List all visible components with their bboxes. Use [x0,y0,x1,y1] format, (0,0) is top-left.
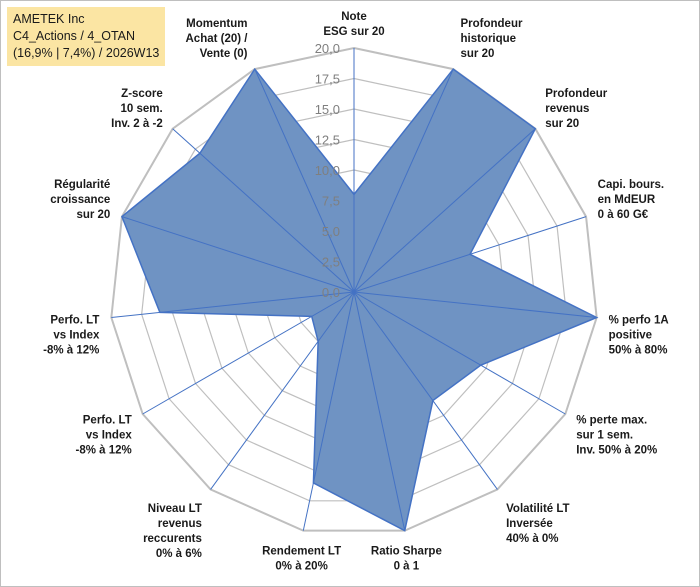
tick-label-3: 7,5 [322,194,340,209]
axis-label-5-line-0: % perte max. [576,414,647,426]
spoke-1 [353,68,454,293]
axis-label-4-line-0: % perfo 1A [609,315,669,327]
spoke-13 [172,128,355,293]
axis-label-6-line-2: 40% à 0% [506,533,558,545]
axis-label-9-line-2: reccurents [143,533,202,545]
axis-label-11-line-2: -8% à 12% [43,345,99,357]
title-line-company: AMETEK Inc [13,12,85,26]
axis-label-9-line-3: 0% à 6% [156,548,202,560]
tick-label-1: 2,5 [322,255,340,270]
axis-label-0-line-0: Note [341,11,367,23]
axis-label-13-line-0: Z-score [121,88,163,100]
axis-label-1-line-2: sur 20 [460,48,494,60]
tick-label-2: 5,0 [322,224,340,239]
spoke-5 [353,291,566,415]
axis-label-2-line-1: revenus [545,103,589,115]
axis-label-7-line-0: Ratio Sharpe [371,545,442,557]
axis-label-9-line-0: Niveau LT [148,503,202,515]
axis-label-10-line-0: Perfo. LT [83,414,132,426]
tick-label-4: 10,0 [315,163,340,178]
radar-spokes [111,48,597,531]
spoke-8 [302,291,355,531]
axis-label-13-line-1: 10 sem. [121,103,163,115]
axis-label-8-line-0: Rendement LT [262,545,341,557]
axis-label-2-line-0: Profondeur [545,88,607,100]
axis-label-3: Capi. bours. en MdEUR 0 à 60 G€ [598,179,664,221]
tick-label-5: 12,5 [315,133,340,148]
axis-label-5-line-1: sur 1 sem. [576,429,633,441]
axis-label-3-line-2: 0 à 60 G€ [598,209,649,221]
axis-label-14-line-1: Achat (20) / [186,33,249,45]
axis-label-10-line-2: -8% à 12% [75,444,131,456]
axis-label-0: Note ESG sur 20 [323,11,384,38]
axis-label-1-line-0: Profondeur [460,18,522,30]
axis-label-1: Profondeur historique sur 20 [460,18,522,60]
axis-label-5-line-2: Inv. 50% à 20% [576,444,657,456]
spoke-14 [254,68,355,293]
axis-label-6: Volatilité LT Inversée 40% à 0% [506,503,569,545]
axis-label-7-line-1: 0 à 1 [394,560,420,572]
title-line-category: C4_Actions / 4_OTAN [13,29,136,43]
axis-label-14: Momentum Achat (20) / Vente (0) [186,18,249,60]
tick-label-0: 0,0 [322,285,340,300]
axis-label-13-line-2: Inv. 2 à -2 [111,118,163,130]
axis-label-4: % perfo 1A positive 50% à 80% [609,315,669,357]
axis-label-2-line-2: sur 20 [545,118,579,130]
spoke-3 [353,216,587,293]
spoke-12 [121,216,355,293]
axis-label-12-line-0: Régularité [54,179,110,191]
spoke-7 [353,291,406,531]
axis-label-12-line-2: sur 20 [76,209,110,221]
axis-label-6-line-1: Inversée [506,518,553,530]
axis-label-4-line-1: positive [609,330,652,342]
tick-label-8: 20,0 [315,41,340,56]
radar-axis-labels: Note ESG sur 20 Profondeur historique sur 20… [43,11,669,572]
axis-label-10: Perfo. LT vs Index -8% à 12% [75,414,132,456]
axis-label-1-line-1: historique [460,33,516,45]
axis-label-14-line-2: Vente (0) [200,48,248,60]
axis-label-3-line-0: Capi. bours. [598,179,664,191]
radar-tick-labels: 0,0 2,5 5,0 7,5 10,0 12,5 15,0 17,5 20,0 [315,41,340,300]
title-line-stats: (16,9% | 7,4%) / 2026W13 [13,46,160,60]
spoke-9 [210,291,355,490]
grid-ring-8 [110,46,598,532]
axis-label-10-line-1: vs Index [86,429,133,441]
axis-label-11: Perfo. LT vs Index -8% à 12% [43,315,100,357]
tick-label-7: 17,5 [315,72,340,87]
axis-label-11-line-1: vs Index [53,330,100,342]
axis-label-9: Niveau LT revenus reccurents 0% à 6% [143,503,202,560]
axis-label-0-line-1: ESG sur 20 [323,26,384,38]
axis-label-6-line-0: Volatilité LT [506,503,569,515]
tick-label-6: 15,0 [315,102,340,117]
axis-label-8-line-1: 0% à 20% [275,560,327,572]
axis-label-11-line-0: Perfo. LT [50,315,99,327]
spoke-6 [353,291,498,490]
axis-label-12: Régularité croissance sur 20 [50,179,110,221]
axis-label-7: Ratio Sharpe 0 à 1 [371,545,442,572]
axis-label-3-line-1: en MdEUR [598,194,656,206]
axis-label-9-line-1: revenus [158,518,202,530]
spoke-10 [142,291,355,415]
axis-label-13: Z-score 10 sem. Inv. 2 à -2 [111,88,163,130]
axis-label-12-line-1: croissance [50,194,110,206]
axis-label-5: % perte max. sur 1 sem. Inv. 50% à 20% [576,414,657,456]
axis-label-8: Rendement LT 0% à 20% [262,545,341,572]
axis-label-4-line-2: 50% à 80% [609,345,668,357]
spoke-4 [353,291,597,319]
spoke-11 [111,291,355,319]
axis-label-14-line-0: Momentum [186,18,247,30]
axis-label-2: Profondeur revenus sur 20 [545,88,607,130]
spoke-2 [353,128,536,293]
chart-title: AMETEK Inc C4_Actions / 4_OTAN (16,9% | … [7,7,166,66]
